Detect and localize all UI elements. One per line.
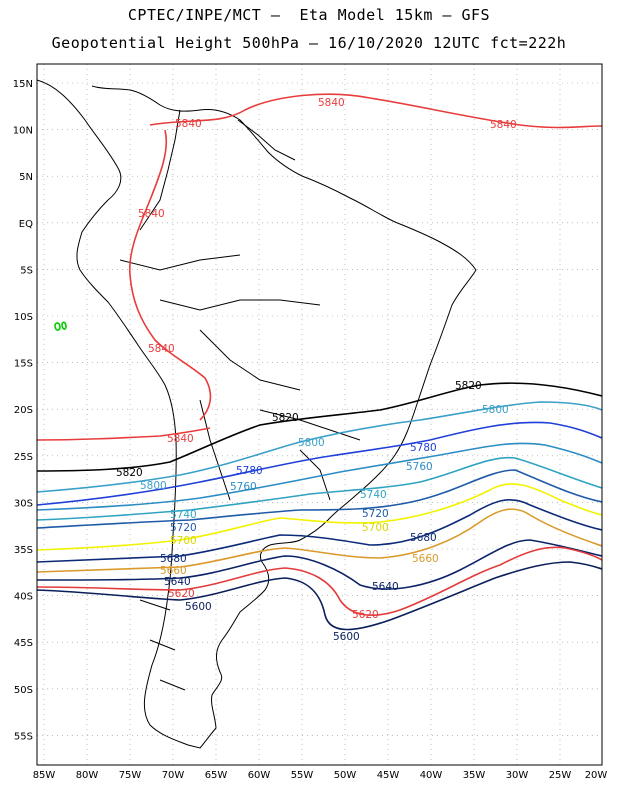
contour-5720 <box>37 469 602 529</box>
label-5600: 5600 <box>185 601 212 613</box>
label-5600: 5600 <box>333 631 360 643</box>
lat-tick-label: 55S <box>14 731 33 742</box>
lat-tick-label: 30S <box>14 498 33 509</box>
label-5780: 5780 <box>236 465 263 477</box>
label-5680: 5680 <box>410 532 437 544</box>
contour-5680 <box>37 499 602 563</box>
lon-tick-label: 80W <box>76 770 99 781</box>
lon-tick-label: 20W <box>585 770 608 781</box>
label-5840: 5840 <box>175 118 202 130</box>
lat-tick-label: EQ <box>19 219 33 230</box>
lon-tick-label: 25W <box>549 770 572 781</box>
label-5840: 5840 <box>148 343 175 355</box>
contour-5640 <box>37 539 602 590</box>
lat-tick-label: 35S <box>14 545 33 556</box>
lat-tick-label: 25S <box>14 452 33 463</box>
label-5720: 5720 <box>362 508 389 520</box>
label-5740: 5740 <box>170 509 197 521</box>
contour-5800 <box>37 401 602 493</box>
label-5820: 5820 <box>272 412 299 424</box>
label-5800: 5800 <box>482 404 509 416</box>
label-5800: 5800 <box>140 480 167 492</box>
contour-5780 <box>37 421 602 506</box>
chart-title: CPTEC/INPE/MCT – Eta Model 15km – GFS <box>127 6 491 24</box>
label-5760: 5760 <box>230 481 257 493</box>
map-grid <box>37 64 602 765</box>
label-5700: 5700 <box>362 522 389 534</box>
label-5640: 5640 <box>164 576 191 588</box>
map-frame <box>36 63 603 766</box>
lon-tick-label: 50W <box>334 770 357 781</box>
lon-tick-label: 70W <box>162 770 185 781</box>
label-5800: 5800 <box>298 437 325 449</box>
label-5840: 5840 <box>490 119 517 131</box>
contour-5660 <box>37 508 602 573</box>
contour-5840-andes <box>129 129 212 421</box>
longitude-labels: 85W 80W 75W 70W 65W 60W 55W 50W 45W 40W 35W 30W 25W 2… <box>33 770 608 781</box>
lon-tick-label: 45W <box>377 770 400 781</box>
label-5820: 5820 <box>116 467 143 479</box>
lat-tick-label: 10S <box>14 312 33 323</box>
coastline <box>37 79 477 749</box>
label-5700: 5700 <box>170 535 197 547</box>
label-5620: 5620 <box>168 588 195 600</box>
contour-5600 <box>37 561 602 631</box>
label-5780: 5780 <box>410 442 437 454</box>
lon-tick-label: 85W <box>33 770 56 781</box>
lon-tick-label: 35W <box>463 770 486 781</box>
label-5760: 5760 <box>406 461 433 473</box>
contour-labels: 5840 5840 5840 5840 5840 5840 5820 5820 … <box>116 97 517 643</box>
contour-5740 <box>37 456 602 521</box>
lat-tick-label: 10N <box>13 126 33 137</box>
label-5660: 5660 <box>412 553 439 565</box>
label-5840: 5840 <box>138 208 165 220</box>
contour-5760 <box>37 442 602 511</box>
contour-lines <box>37 93 602 631</box>
label-5820: 5820 <box>455 380 482 392</box>
lon-tick-label: 60W <box>248 770 271 781</box>
label-5660: 5660 <box>160 565 187 577</box>
contour-5840-south <box>37 427 211 441</box>
label-5640: 5640 <box>372 581 399 593</box>
contour-small-green <box>54 321 67 331</box>
label-5680: 5680 <box>160 553 187 565</box>
label-5720: 5720 <box>170 522 197 534</box>
label-5620: 5620 <box>352 609 379 621</box>
lon-tick-label: 75W <box>119 770 142 781</box>
label-5840: 5840 <box>318 97 345 109</box>
lon-tick-label: 65W <box>205 770 228 781</box>
contour-5700 <box>37 483 602 551</box>
chart-subtitle: Geopotential Height 500hPa – 16/10/2020 … <box>51 34 567 52</box>
lon-tick-label: 40W <box>420 770 443 781</box>
lat-tick-label: 40S <box>14 592 33 603</box>
contour-5820 <box>37 382 602 472</box>
lat-tick-label: 20S <box>14 405 33 416</box>
lat-tick-label: 15N <box>13 79 33 90</box>
lat-tick-label: 5N <box>19 172 33 183</box>
contour-5620 <box>37 546 602 616</box>
lat-tick-label: 15S <box>14 359 33 370</box>
lon-tick-label: 30W <box>506 770 529 781</box>
latitude-labels: 15N 10N 5N EQ 5S 10S 15S 20S 25S 30S 35S 40S 45S 50S 5… <box>13 79 33 742</box>
lat-tick-label: 50S <box>14 685 33 696</box>
contour-5840-north <box>149 93 602 129</box>
lat-tick-label: 5S <box>20 265 33 276</box>
label-5840: 5840 <box>167 433 194 445</box>
lon-tick-label: 55W <box>291 770 314 781</box>
label-5740: 5740 <box>360 489 387 501</box>
lat-tick-label: 45S <box>14 638 33 649</box>
